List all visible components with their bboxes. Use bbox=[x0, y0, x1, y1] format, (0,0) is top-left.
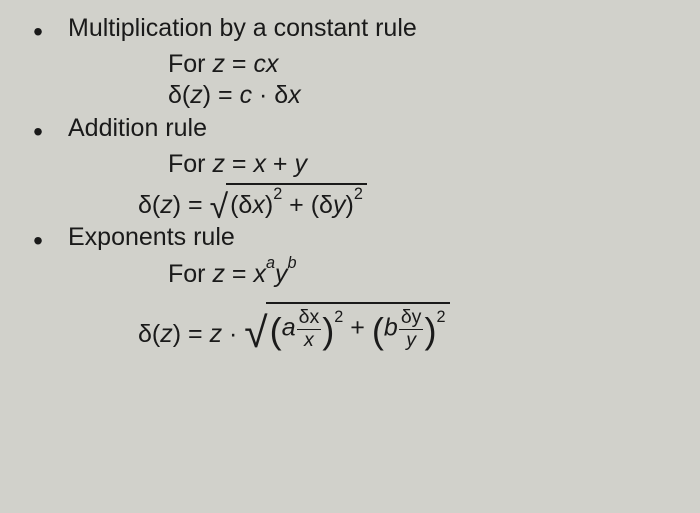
sqrt-icon: √ (aδxx)2 + (bδyy)2 bbox=[244, 302, 449, 350]
exponent-2: 2 bbox=[273, 185, 282, 203]
close-paren: ) bbox=[203, 81, 211, 109]
equals-sign: = bbox=[225, 50, 254, 78]
var-z: z bbox=[212, 50, 225, 78]
rule2-result-line: δ(z) = √ (δx)2 + (δy)2 bbox=[138, 183, 692, 220]
radicand: (δx)2 + (δy)2 bbox=[226, 183, 367, 220]
delta-symbol: δ bbox=[274, 81, 288, 109]
var-z: z bbox=[212, 150, 225, 178]
rule2-for-line: For z = x + y bbox=[168, 150, 692, 179]
bullet-icon: • bbox=[8, 14, 68, 48]
equals-sign: = bbox=[225, 260, 254, 288]
exponent-2: 2 bbox=[334, 308, 343, 326]
delta-x: δx bbox=[299, 306, 320, 328]
var-z: z bbox=[190, 81, 203, 109]
var-z: z bbox=[160, 190, 173, 218]
denominator: y bbox=[399, 330, 424, 351]
fraction: δyy bbox=[398, 308, 425, 350]
var-c: c bbox=[240, 81, 253, 109]
close-paren: ) bbox=[424, 310, 436, 351]
bullet-icon: • bbox=[8, 114, 68, 148]
var-y: y bbox=[275, 260, 288, 288]
exponent-a: a bbox=[266, 254, 275, 272]
rule-title: Addition rule bbox=[68, 114, 207, 143]
rule-title: Exponents rule bbox=[68, 223, 235, 252]
delta-open: δ( bbox=[168, 81, 190, 109]
var-z: z bbox=[160, 320, 173, 348]
cdot: · bbox=[252, 81, 274, 109]
radicand: (aδxx)2 + (bδyy)2 bbox=[266, 302, 450, 350]
open-paren: ( bbox=[372, 310, 384, 351]
var-z: z bbox=[210, 320, 223, 348]
for-prefix: For bbox=[168, 150, 212, 178]
coef-b: b bbox=[384, 314, 398, 342]
fraction: δxx bbox=[296, 308, 323, 350]
close-paren: ) bbox=[173, 190, 181, 218]
open-paren: (δ bbox=[311, 191, 333, 219]
delta-y: δy bbox=[401, 306, 422, 328]
close-paren: ) bbox=[345, 191, 353, 219]
var-x: x bbox=[253, 150, 266, 178]
numerator: δx bbox=[297, 308, 322, 330]
plus-sign: + bbox=[282, 191, 311, 219]
equals-sign: = bbox=[181, 190, 210, 218]
close-paren: ) bbox=[265, 191, 273, 219]
sqrt-icon: √ (δx)2 + (δy)2 bbox=[210, 183, 367, 220]
delta-open: δ( bbox=[138, 320, 160, 348]
rule3-result-line: δ(z) = z · √ (aδxx)2 + (bδyy)2 bbox=[138, 302, 692, 350]
rule-title: Multiplication by a constant rule bbox=[68, 14, 417, 43]
delta-open: δ( bbox=[138, 190, 160, 218]
radical-symbol: √ bbox=[244, 317, 267, 351]
rule1-result-line: δ(z) = c · δx bbox=[168, 81, 692, 110]
equals-sign: = bbox=[211, 81, 240, 109]
plus-sign: + bbox=[343, 314, 372, 342]
plus-sign: + bbox=[266, 150, 295, 178]
rule-addition: • Addition rule bbox=[8, 114, 692, 148]
for-prefix: For bbox=[168, 260, 212, 288]
numerator: δy bbox=[399, 308, 424, 330]
exponent-b: b bbox=[288, 254, 297, 272]
rule-multiplication: • Multiplication by a constant rule bbox=[8, 14, 692, 48]
rule1-for-line: For z = cx bbox=[168, 50, 692, 79]
equals-sign: = bbox=[225, 150, 254, 178]
for-prefix: For bbox=[168, 50, 212, 78]
close-paren: ) bbox=[173, 320, 181, 348]
var-x: x bbox=[252, 191, 265, 219]
rule-exponents: • Exponents rule bbox=[8, 223, 692, 257]
exponent-2: 2 bbox=[354, 185, 363, 203]
cdot: · bbox=[222, 320, 244, 348]
var-y: y bbox=[333, 191, 346, 219]
bullet-icon: • bbox=[8, 223, 68, 257]
rule3-for-line: For z = xayb bbox=[168, 260, 692, 289]
var-y: y bbox=[294, 150, 307, 178]
var-z: z bbox=[212, 260, 225, 288]
var-x: x bbox=[253, 260, 266, 288]
open-paren: (δ bbox=[230, 191, 252, 219]
denominator: x bbox=[297, 330, 322, 351]
close-paren: ) bbox=[322, 310, 334, 351]
var-x: x bbox=[288, 81, 301, 109]
coef-a: a bbox=[282, 314, 296, 342]
open-paren: ( bbox=[270, 310, 282, 351]
radical-symbol: √ bbox=[210, 194, 229, 221]
var-c: c bbox=[253, 50, 266, 78]
exponent-2: 2 bbox=[437, 308, 446, 326]
equals-sign: = bbox=[181, 320, 210, 348]
var-x: x bbox=[266, 50, 279, 78]
